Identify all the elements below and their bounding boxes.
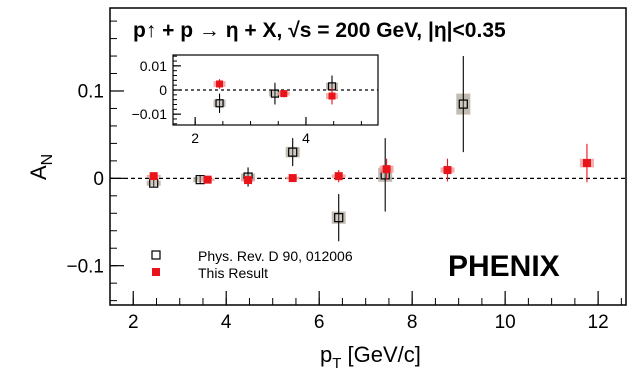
inset-marker-open-square [270,89,280,98]
main-marker-filled-square [443,166,452,175]
main-marker-open-square [149,178,159,188]
main-y-tick-label: −0.1 [66,256,104,277]
inset-y-tick-label: −0.01 [132,106,168,122]
legend-entry-this-result: This Result [198,265,268,281]
main-marker-open-square [334,213,344,223]
inset-y-tick-label: 0.01 [140,58,167,74]
main-y-tick-label: 0 [93,169,104,190]
chart-title: p↑ + p → η + X, √s = 200 GeV, |η|<0.35 [133,19,506,42]
inset-marker-open-square [215,99,224,108]
inset-marker-filled-square [280,90,288,98]
main-x-tick-label: 10 [495,312,516,333]
main-x-tick-label: 8 [407,312,418,333]
legend-marker-open-square [151,250,161,260]
inset-marker-filled-square [328,92,336,100]
main-marker-filled-square [382,165,391,174]
main-x-tick-label: 6 [314,312,325,333]
legend: Phys. Rev. D 90, 012006 This Result [151,248,353,281]
main-marker-filled-square [149,172,158,181]
main-series [146,56,594,242]
main-marker-filled-square [203,175,212,184]
inset-series [213,75,339,113]
x-axis-title: pT [GeV/c] [320,342,421,372]
main-marker-open-square [458,99,468,109]
main-y-tick-label: 0.1 [78,82,104,103]
inset-marker-filled-square [216,80,224,88]
inset-x-tick-label: 4 [302,130,310,146]
inset-x-tick-label: 2 [191,130,199,146]
legend-entry-prd: Phys. Rev. D 90, 012006 [198,248,353,264]
main-marker-open-square [288,147,298,157]
main-x-tick-label: 12 [588,312,609,333]
main-marker-filled-square [244,176,253,185]
main-axes: 2 4 6 8 10 12 −0.1 0 0.1 [66,20,626,333]
y-axis-title: AN [26,154,56,180]
main-marker-filled-square [582,159,591,168]
main-marker-filled-square [334,172,343,181]
main-x-tick-label: 4 [221,312,232,333]
plot-frame [109,7,627,306]
legend-marker-filled-square [152,268,160,276]
inset-y-tick-label: 0 [159,82,167,98]
main-marker-filled-square [288,174,297,183]
phenix-watermark: PHENIX [448,250,560,283]
main-x-tick-label: 2 [128,312,139,333]
